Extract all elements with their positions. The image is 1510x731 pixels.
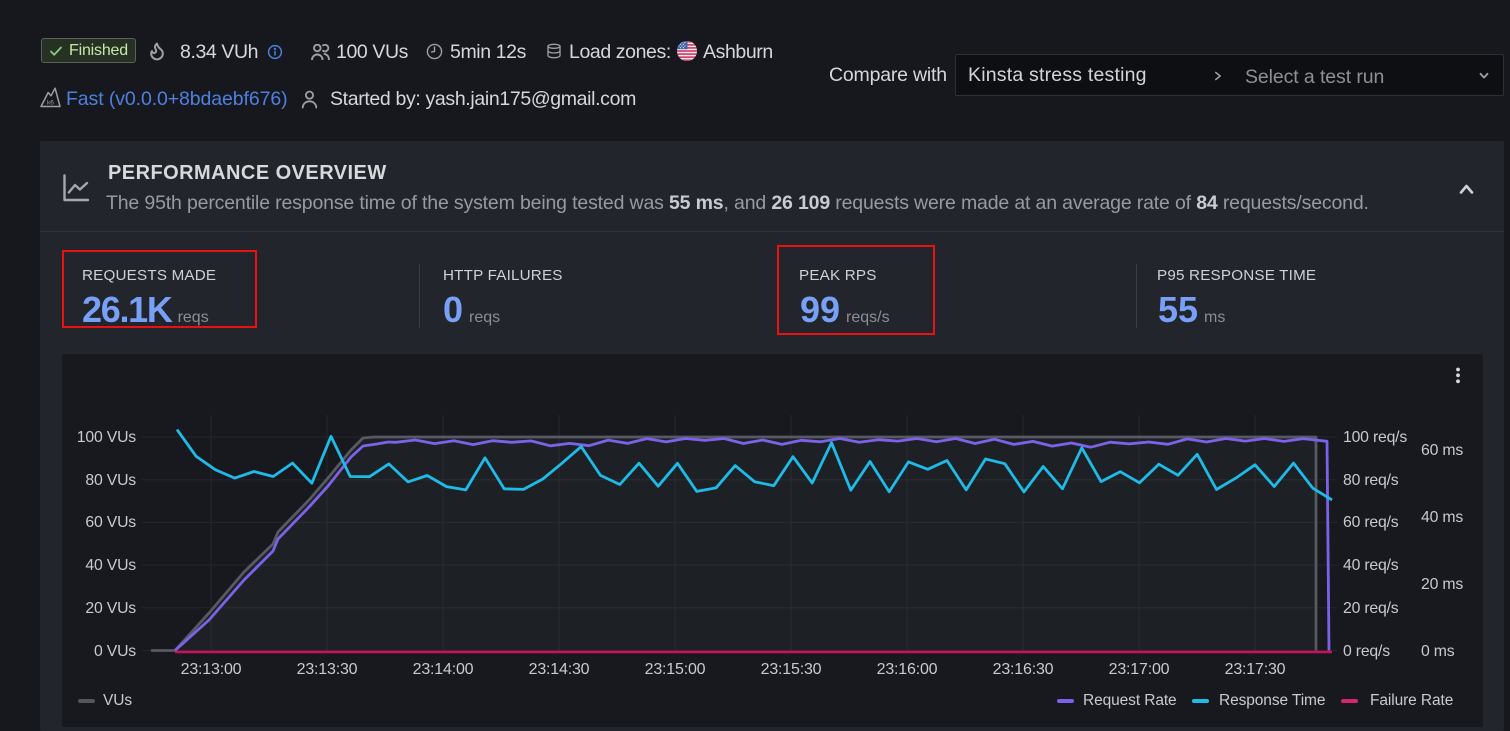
- svg-text:k6: k6: [47, 100, 54, 107]
